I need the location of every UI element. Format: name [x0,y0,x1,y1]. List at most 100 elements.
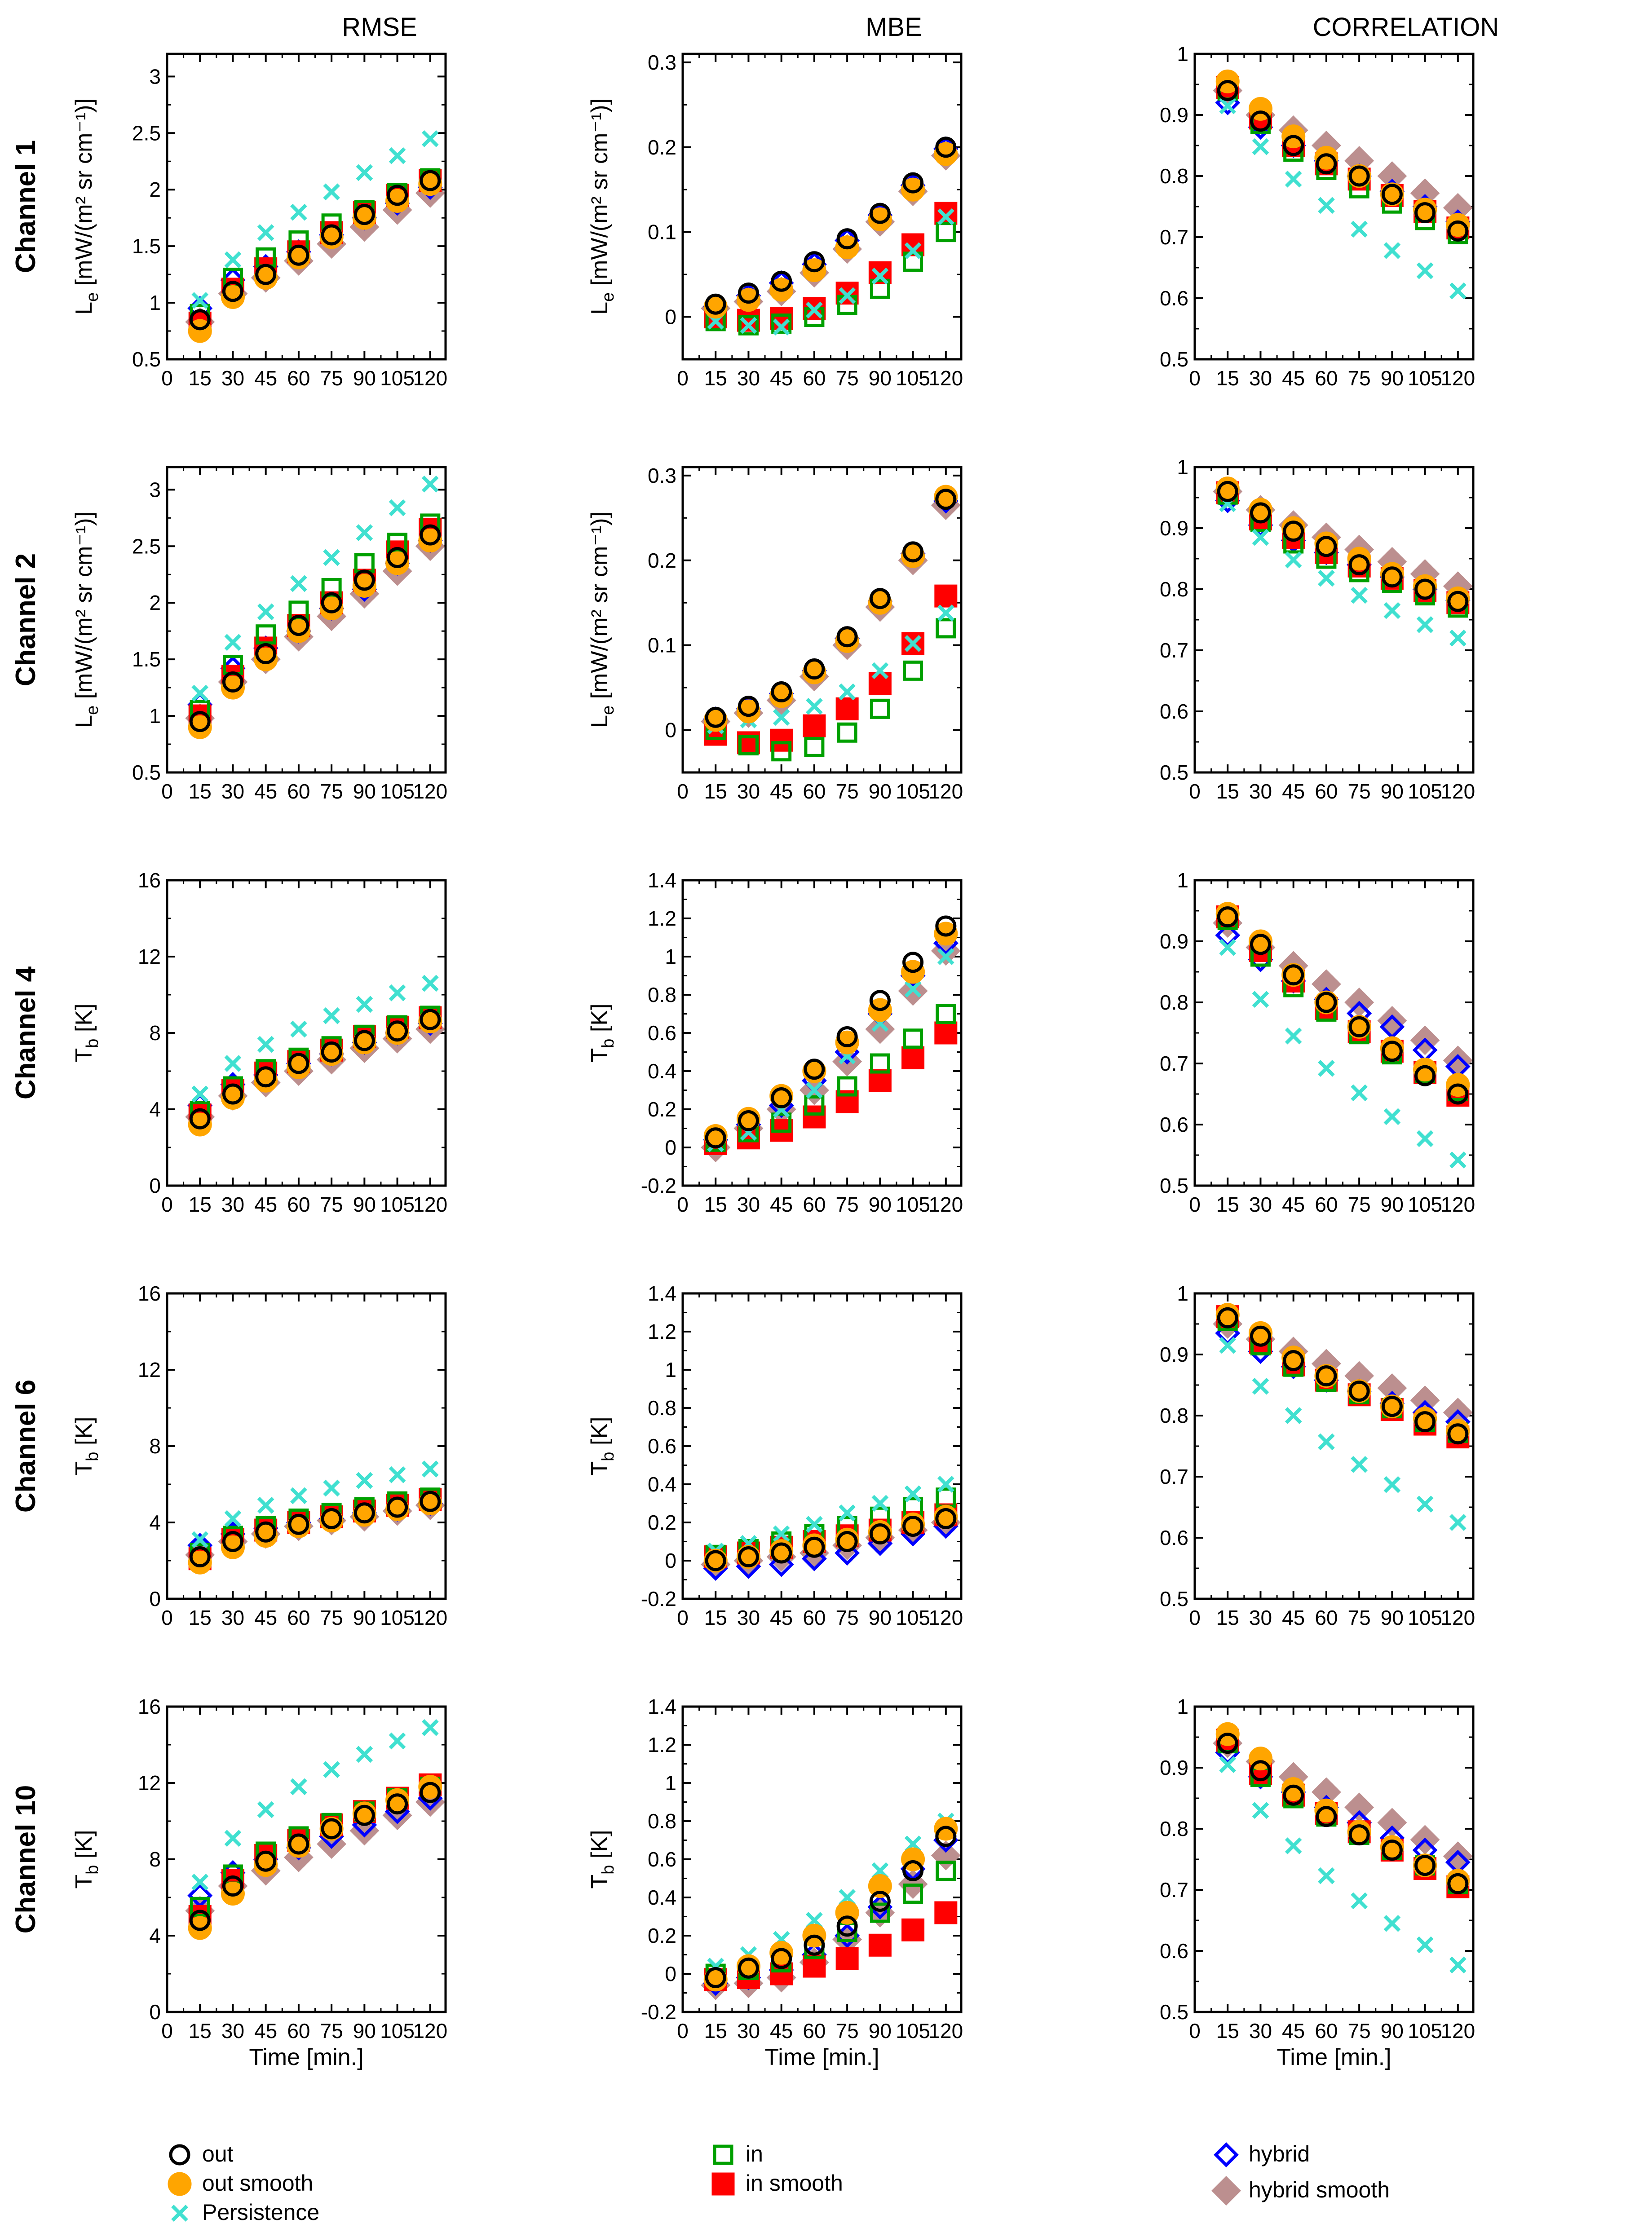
column-title-correlation: CORRELATION [1313,13,1499,42]
y-tick-label: 1 [149,704,161,728]
x-tick-label: 120 [928,366,963,390]
point-out-30 [1250,110,1271,132]
legend-label-persistence: Persistence [202,2200,319,2225]
point-persistence-105 [904,980,922,998]
y-tick-label: 0.5 [1160,761,1188,784]
x-tick-label: 30 [1249,1606,1272,1629]
x-tick-label: 0 [161,366,173,390]
series-persistence [191,1719,439,1891]
x-tick-label: 60 [287,366,310,390]
y-tick-label: 2 [149,178,161,201]
point-out-smooth-90 [868,591,892,615]
point-out-30 [738,1957,759,1979]
point-out-105 [1414,1065,1436,1086]
point-out-45 [255,1066,277,1088]
point-hybrid-45 [769,1552,794,1577]
x-tick-label: 0 [161,1193,173,1216]
legend-item-persistence: Persistence [171,2200,319,2225]
x-tick-label: 120 [413,366,447,390]
series-persistence [1219,1337,1466,1531]
x-tick-label: 0 [161,1606,173,1629]
point-persistence-105 [389,1732,406,1750]
point-persistence-75 [1351,221,1368,238]
point-persistence-75 [839,287,856,304]
series-persistence [191,1460,439,1549]
point-out-105 [902,1860,924,1881]
legend-marker-in-smooth [711,2172,735,2196]
x-tick-label: 90 [1381,366,1404,390]
y-tick-label: 1.2 [648,1320,676,1343]
point-out-120 [420,524,441,546]
point-out-45 [255,1521,277,1543]
x-tick-label: 15 [189,2019,212,2043]
x-tick-label: 105 [1408,780,1442,803]
point-out-30 [738,1546,759,1567]
point-out-smooth-60 [1314,1798,1338,1822]
point-persistence-75 [323,549,340,566]
point-out-15 [189,711,211,732]
x-tick-label: 90 [1381,2019,1404,2043]
point-out-45 [771,1948,792,1969]
x-tick-label: 30 [221,1193,244,1216]
point-out-105 [1414,578,1436,600]
series-out-smooth [703,142,958,319]
point-out-15 [1217,1307,1238,1328]
y-tick-label: 0.9 [1160,930,1188,953]
point-out-60 [804,1536,825,1558]
point-in-45 [771,313,792,334]
legend-label-hybrid: hybrid [1249,2141,1310,2166]
point-persistence-75 [1351,1084,1368,1102]
point-out-120 [1447,591,1469,612]
plot-frame [166,1292,447,1600]
point-in-90 [870,1053,890,1074]
point-persistence-75 [839,683,856,701]
point-out-60 [1316,1806,1337,1827]
point-persistence-120 [937,1476,954,1493]
point-persistence-120 [1449,1514,1466,1531]
point-persistence-45 [773,318,790,336]
x-tick-label: 15 [704,780,727,803]
legend-marker-hybrid [1214,2142,1239,2167]
y-tick-label: 0.9 [1160,516,1188,540]
plot-frame [1193,466,1475,774]
point-out-105 [387,547,408,568]
point-persistence-15 [191,1874,209,1891]
x-tick-label: 90 [869,1193,892,1216]
x-tick-label: 45 [770,2019,793,2043]
point-in-105 [903,660,923,681]
point-out-30 [738,696,759,717]
x-tick-label: 45 [1282,780,1305,803]
point-out-smooth-120 [934,142,958,166]
point-persistence-120 [421,1719,439,1736]
series-out-smooth [703,485,958,732]
point-in-30 [738,735,759,756]
point-out-105 [387,185,408,206]
point-out-90 [1381,184,1403,205]
series-out-smooth [188,529,442,739]
y-tick-label: 0.2 [648,1098,676,1121]
y-axis-label: Le [mW/(m² sr cm⁻¹)] [587,512,618,728]
point-persistence-90 [356,1746,373,1763]
point-persistence-105 [389,1466,406,1483]
y-tick-label: 0 [149,1174,161,1197]
x-tick-label: 105 [380,2019,415,2043]
legend-symbol-in-smooth [711,2172,735,2196]
legend-label-out: out [202,2141,234,2166]
point-out-30 [222,1083,243,1105]
x-tick-label: 75 [836,1606,859,1629]
legend-symbol-persistence [171,2205,188,2222]
y-tick-label: 0.4 [648,1886,676,1909]
row-label-channel-10: Channel 10 [10,1785,41,1934]
x-tick-label: 60 [803,780,826,803]
point-persistence-60 [806,1081,823,1099]
y-tick-label: 12 [138,1771,161,1795]
x-tick-label: 120 [928,2019,963,2043]
point-persistence-105 [904,242,922,260]
point-persistence-90 [356,996,373,1013]
series-out [705,1826,957,1988]
point-in-smooth-75 [835,282,859,305]
point-persistence-105 [1416,616,1434,633]
y-tick-label: 0.5 [1160,2000,1188,2024]
